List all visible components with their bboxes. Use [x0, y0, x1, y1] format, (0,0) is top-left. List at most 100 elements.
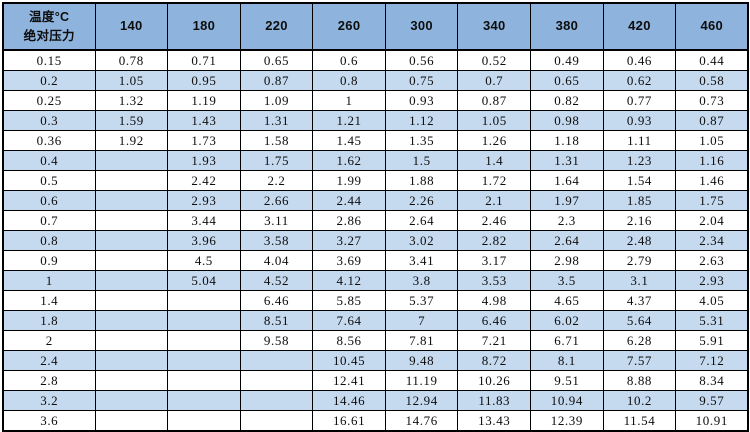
table-row: 1 5.04 4.52 4.12 3.8 3.53 3.5 3.1 2.93 [2, 270, 749, 291]
data-cell-260: 14.46 [312, 390, 386, 411]
data-cell-180 [167, 350, 241, 371]
data-cell-300: 1.88 [384, 170, 459, 191]
row-header-cell: 0.4 [2, 150, 96, 171]
row-header-cell: 3.6 [2, 410, 96, 432]
data-cell-180: 1.73 [167, 130, 241, 151]
data-cell-300: 7.81 [384, 330, 459, 351]
table-row: 0.25 1.32 1.19 1.09 1 0.93 0.87 0.82 0.77 0.73 [2, 90, 749, 111]
data-cell-340: 10.26 [457, 370, 532, 391]
row-header-cell: 0.36 [2, 130, 96, 151]
column-header-220: 220 [239, 2, 314, 51]
data-cell-300: 7 [384, 310, 459, 331]
data-cell-460: 0.44 [675, 49, 749, 71]
data-cell-220 [239, 350, 314, 371]
data-cell-380: 12.39 [530, 410, 604, 432]
data-cell-460: 2.04 [675, 210, 749, 231]
data-cell-220: 1.09 [239, 90, 314, 111]
table-row: 1.8 8.51 7.64 7 6.46 6.02 5.64 5.31 [2, 310, 749, 331]
column-header-140: 140 [94, 2, 169, 51]
data-cell-140: 1.92 [94, 130, 169, 151]
data-cell-140 [94, 390, 169, 411]
data-cell-180 [167, 330, 241, 351]
data-cell-380: 2.3 [530, 210, 604, 231]
data-cell-180: 0.95 [167, 70, 241, 91]
column-header-180: 180 [167, 2, 241, 51]
data-cell-300: 5.37 [384, 290, 459, 311]
data-cell-140: 0.78 [94, 49, 169, 71]
data-cell-460: 0.73 [675, 90, 749, 111]
data-cell-300: 9.48 [384, 350, 459, 371]
data-cell-180: 1.19 [167, 90, 241, 111]
row-header-cell: 0.2 [2, 70, 96, 91]
data-cell-260: 4.12 [312, 270, 386, 291]
data-cell-140 [94, 370, 169, 391]
data-cell-420: 7.57 [602, 350, 677, 371]
data-cell-460: 2.93 [675, 270, 749, 291]
data-cell-220 [239, 370, 314, 391]
data-cell-180: 3.44 [167, 210, 241, 231]
corner-header-line-pressure: 绝对压力 [23, 28, 75, 43]
data-cell-220 [239, 390, 314, 411]
data-cell-260: 3.69 [312, 250, 386, 271]
row-header-cell: 1.8 [2, 310, 96, 331]
data-cell-180 [167, 290, 241, 311]
data-cell-340: 3.53 [457, 270, 532, 291]
data-cell-460: 8.34 [675, 370, 749, 391]
data-cell-180: 1.93 [167, 150, 241, 171]
data-cell-180 [167, 410, 241, 432]
data-cell-420: 1.23 [602, 150, 677, 171]
data-cell-140: 1.32 [94, 90, 169, 111]
row-header-cell: 0.3 [2, 110, 96, 131]
data-cell-300: 3.8 [384, 270, 459, 291]
data-cell-140 [94, 210, 169, 231]
row-header-cell: 0.5 [2, 170, 96, 191]
data-cell-180 [167, 390, 241, 411]
data-cell-420: 10.2 [602, 390, 677, 411]
corner-header-line-temperature: 温度°C [29, 9, 70, 24]
data-cell-340: 3.17 [457, 250, 532, 271]
data-cell-140: 1.59 [94, 110, 169, 131]
data-cell-420: 2.48 [602, 230, 677, 251]
data-cell-140 [94, 350, 169, 371]
table-row: 0.8 3.96 3.58 3.27 3.02 2.82 2.64 2.48 2.34 [2, 230, 749, 251]
data-cell-460: 1.75 [675, 190, 749, 211]
data-cell-300: 14.76 [384, 410, 459, 432]
data-cell-180: 0.71 [167, 49, 241, 71]
data-cell-420: 0.77 [602, 90, 677, 111]
data-cell-340: 0.87 [457, 90, 532, 111]
data-cell-460: 9.57 [675, 390, 749, 411]
data-cell-380: 10.94 [530, 390, 604, 411]
data-cell-340: 2.46 [457, 210, 532, 231]
data-cell-420: 4.37 [602, 290, 677, 311]
data-cell-300: 1.12 [384, 110, 459, 131]
data-cell-180: 2.42 [167, 170, 241, 191]
data-cell-380: 1.18 [530, 130, 604, 151]
data-cell-260: 1 [312, 90, 386, 111]
table-row: 1.4 6.46 5.85 5.37 4.98 4.65 4.37 4.05 [2, 290, 749, 311]
data-cell-300: 12.94 [384, 390, 459, 411]
data-cell-260: 8.56 [312, 330, 386, 351]
data-cell-140 [94, 250, 169, 271]
row-header-cell: 0.9 [2, 250, 96, 271]
table-row: 0.4 1.93 1.75 1.62 1.5 1.4 1.31 1.23 1.16 [2, 150, 749, 171]
row-header-cell: 0.6 [2, 190, 96, 211]
data-cell-420: 11.54 [602, 410, 677, 432]
data-cell-220: 3.11 [239, 210, 314, 231]
data-cell-340: 1.4 [457, 150, 532, 171]
data-cell-460: 1.46 [675, 170, 749, 191]
data-cell-420: 1.54 [602, 170, 677, 191]
data-cell-260: 0.6 [312, 49, 386, 71]
data-cell-220: 2.2 [239, 170, 314, 191]
data-cell-340: 11.83 [457, 390, 532, 411]
data-cell-380: 0.82 [530, 90, 604, 111]
data-cell-180: 5.04 [167, 270, 241, 291]
data-cell-420: 2.79 [602, 250, 677, 271]
data-cell-300: 0.56 [384, 49, 459, 71]
table-row: 2.8 12.41 11.19 10.26 9.51 8.88 8.34 [2, 370, 749, 391]
row-header-cell: 1.4 [2, 290, 96, 311]
data-cell-380: 0.65 [530, 70, 604, 91]
data-cell-260: 16.61 [312, 410, 386, 432]
data-cell-460: 10.91 [675, 410, 749, 432]
data-cell-140 [94, 330, 169, 351]
